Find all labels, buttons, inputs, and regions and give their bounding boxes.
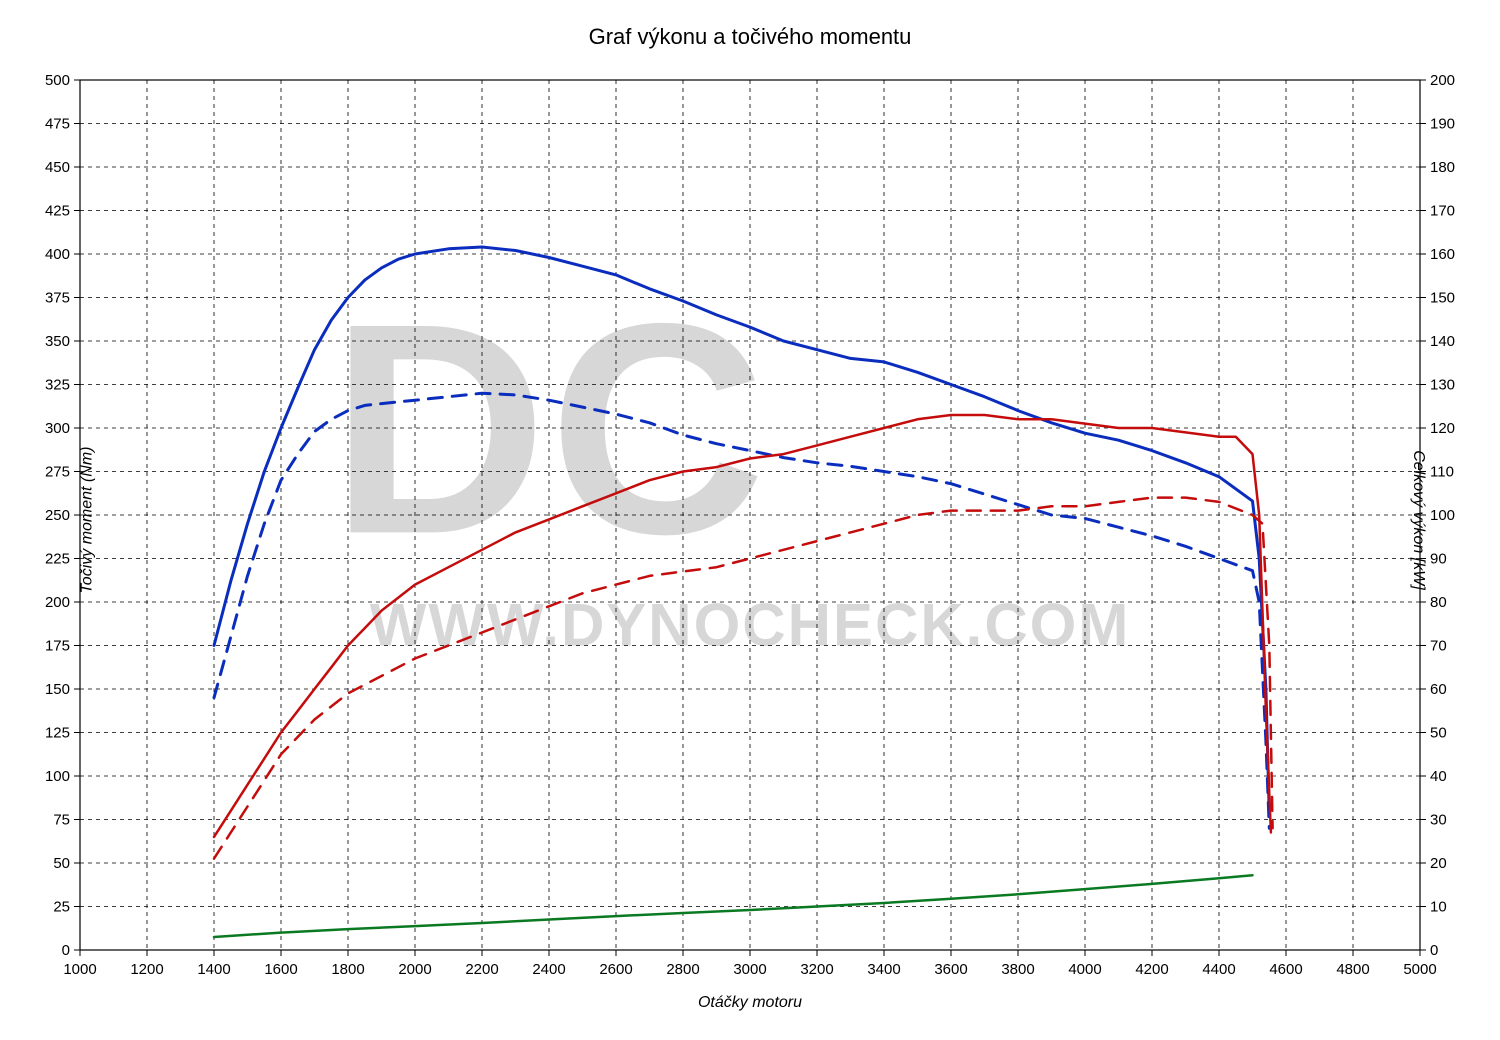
- svg-text:180: 180: [1430, 159, 1455, 176]
- svg-text:75: 75: [53, 812, 70, 829]
- svg-text:150: 150: [1430, 290, 1455, 307]
- svg-text:1000: 1000: [63, 961, 96, 978]
- svg-text:40: 40: [1430, 768, 1447, 785]
- svg-text:1400: 1400: [197, 961, 230, 978]
- svg-text:25: 25: [53, 899, 70, 916]
- svg-text:125: 125: [45, 725, 70, 742]
- svg-text:0: 0: [1430, 942, 1438, 959]
- svg-text:80: 80: [1430, 594, 1447, 611]
- svg-text:500: 500: [45, 72, 70, 89]
- svg-text:140: 140: [1430, 333, 1455, 350]
- svg-text:350: 350: [45, 333, 70, 350]
- svg-text:160: 160: [1430, 246, 1455, 263]
- svg-text:375: 375: [45, 290, 70, 307]
- svg-text:200: 200: [1430, 72, 1455, 89]
- svg-text:200: 200: [45, 594, 70, 611]
- svg-text:4800: 4800: [1336, 961, 1369, 978]
- svg-text:110: 110: [1430, 464, 1454, 481]
- svg-text:4600: 4600: [1269, 961, 1302, 978]
- svg-text:2200: 2200: [465, 961, 498, 978]
- svg-text:4200: 4200: [1135, 961, 1168, 978]
- svg-text:20: 20: [1430, 855, 1447, 872]
- svg-text:120: 120: [1430, 420, 1455, 437]
- svg-text:1600: 1600: [264, 961, 297, 978]
- svg-text:2800: 2800: [666, 961, 699, 978]
- svg-text:70: 70: [1430, 638, 1447, 655]
- svg-text:325: 325: [45, 377, 70, 394]
- svg-text:130: 130: [1430, 377, 1455, 394]
- dyno-chart: Graf výkonu a točivého momentu Točivý mo…: [0, 0, 1500, 1040]
- svg-text:3000: 3000: [733, 961, 766, 978]
- svg-text:250: 250: [45, 507, 70, 524]
- svg-text:2000: 2000: [398, 961, 431, 978]
- svg-text:190: 190: [1430, 116, 1455, 133]
- svg-text:275: 275: [45, 464, 70, 481]
- svg-text:300: 300: [45, 420, 70, 437]
- svg-text:175: 175: [45, 638, 70, 655]
- x-axis-label: Otáčky motoru: [0, 994, 1500, 1012]
- svg-text:2600: 2600: [599, 961, 632, 978]
- chart-title: Graf výkonu a točivého momentu: [0, 24, 1500, 50]
- svg-text:90: 90: [1430, 551, 1447, 568]
- svg-text:1800: 1800: [331, 961, 364, 978]
- svg-text:150: 150: [45, 681, 70, 698]
- svg-text:5000: 5000: [1403, 961, 1436, 978]
- svg-text:3800: 3800: [1001, 961, 1034, 978]
- svg-text:0: 0: [62, 942, 70, 959]
- svg-text:4000: 4000: [1068, 961, 1101, 978]
- svg-text:50: 50: [1430, 725, 1447, 742]
- svg-text:60: 60: [1430, 681, 1447, 698]
- svg-text:400: 400: [45, 246, 70, 263]
- svg-text:475: 475: [45, 116, 70, 133]
- svg-text:170: 170: [1430, 203, 1455, 220]
- svg-text:3400: 3400: [867, 961, 900, 978]
- svg-text:3600: 3600: [934, 961, 967, 978]
- svg-text:3200: 3200: [800, 961, 833, 978]
- svg-text:425: 425: [45, 203, 70, 220]
- svg-text:100: 100: [45, 768, 70, 785]
- y-axis-left-label: Točivý moment (Nm): [78, 447, 96, 594]
- svg-text:450: 450: [45, 159, 70, 176]
- y-axis-right-label: Celkový výkon [kW]: [1409, 450, 1427, 590]
- chart-svg: DCWWW.DYNOCHECK.COM100012001400160018002…: [0, 0, 1500, 1040]
- svg-text:1200: 1200: [130, 961, 163, 978]
- svg-text:100: 100: [1430, 507, 1455, 524]
- svg-text:10: 10: [1430, 899, 1447, 916]
- svg-text:30: 30: [1430, 812, 1447, 829]
- svg-text:225: 225: [45, 551, 70, 568]
- svg-text:4400: 4400: [1202, 961, 1235, 978]
- svg-text:50: 50: [53, 855, 70, 872]
- svg-text:2400: 2400: [532, 961, 565, 978]
